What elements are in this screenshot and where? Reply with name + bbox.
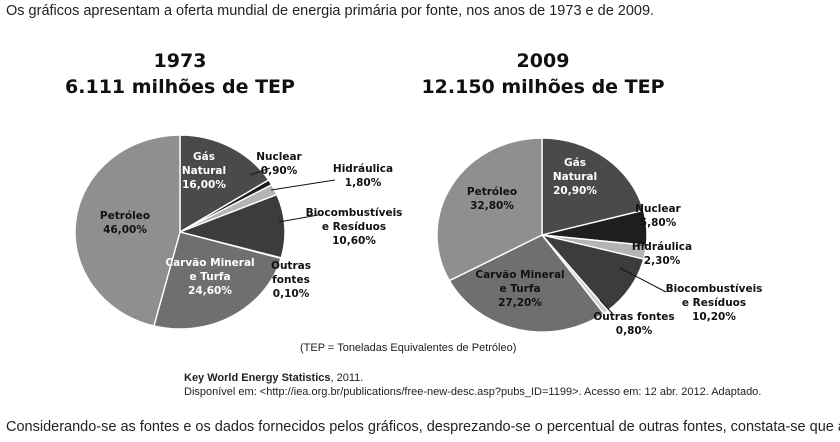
- slice-carvao-mineral-e-turfa-1973: [153, 231, 282, 330]
- leader-line-biocombustiveis-e-residuos: [619, 267, 667, 293]
- slice-biocombustiveis-e-residuos-1973: [177, 193, 286, 259]
- label-gas-natural-2009: Gás Natural 20,90%: [553, 157, 597, 197]
- leader-line-hidraulica: [270, 179, 336, 191]
- label-petroleo-1973: Petróleo 46,00%: [100, 210, 150, 236]
- label-biocombustiveis-e-residuos-2009: Biocombustíveis e Resíduos 10,20%: [666, 283, 763, 323]
- slice-petroleo-2009: [436, 137, 543, 282]
- leader-line-outras-fontes: [599, 299, 613, 314]
- label-carvao-mineral-e-turfa-1973: Carvão Mineral e Turfa 24,60%: [165, 257, 254, 297]
- pie-1973: Gás Natural 16,00% Nuclear 0,90% Hidráulica 1,…: [74, 134, 403, 330]
- leader-line-nuclear: [249, 167, 271, 176]
- tep-note: (TEP = Toneladas Equivalentes de Petróle…: [300, 342, 517, 354]
- label-outras-fontes-2009: Outras fontes 0,80%: [593, 311, 674, 337]
- label-carvao-mineral-e-turfa-2009: Carvão Mineral e Turfa 27,20%: [475, 269, 564, 309]
- chart-1973-title: 1973 6.111 milhões de TEP: [60, 48, 300, 100]
- source-year: , 2011.: [330, 372, 364, 384]
- source-availability: Disponível em: <http://iea.org.br/public…: [184, 386, 762, 398]
- intro-text: Os gráficos apresentam a oferta mundial …: [6, 3, 655, 19]
- chart-2009-year: 2009: [516, 50, 570, 72]
- slice-gas-natural-1973: [179, 134, 270, 234]
- footer-question: Considerando-se as fontes e os dados for…: [6, 419, 840, 435]
- chart-2009-total: 12.150 milhões de TEP: [421, 76, 665, 98]
- label-hidraulica-1973: Hidráulica 1,80%: [333, 163, 393, 189]
- label-petroleo-2009: Petróleo 32,80%: [467, 186, 517, 212]
- chart-1973-year: 1973: [153, 50, 207, 72]
- label-nuclear-1973: Nuclear 0,90%: [256, 151, 302, 177]
- slice-petroleo-1973: [74, 134, 181, 327]
- source-citation: Key World Energy Statistics, 2011.: [184, 372, 363, 384]
- label-gas-natural-1973: Gás Natural 16,00%: [182, 151, 226, 191]
- label-biocombustiveis-e-residuos-1973: Biocombustíveis e Resíduos 10,60%: [306, 207, 403, 247]
- chart-2009-title: 2009 12.150 milhões de TEP: [418, 48, 668, 100]
- chart-1973-total: 6.111 milhões de TEP: [65, 76, 295, 98]
- label-hidraulica-2009: Hidráulica 2,30%: [632, 241, 692, 267]
- slice-carvao-mineral-e-turfa-2009: [448, 234, 605, 333]
- source-title: Key World Energy Statistics: [184, 372, 331, 384]
- slice-gas-natural-2009: [541, 137, 645, 236]
- label-nuclear-2009: Nuclear 5,80%: [635, 203, 681, 229]
- label-outras-fontes-1973: Outras fontes 0,10%: [271, 260, 311, 300]
- pie-2009: Gás Natural 20,90% Nuclear 5,80% Hidráulica 2,…: [436, 137, 763, 337]
- leader-line-biocombustiveis-e-residuos: [278, 214, 319, 223]
